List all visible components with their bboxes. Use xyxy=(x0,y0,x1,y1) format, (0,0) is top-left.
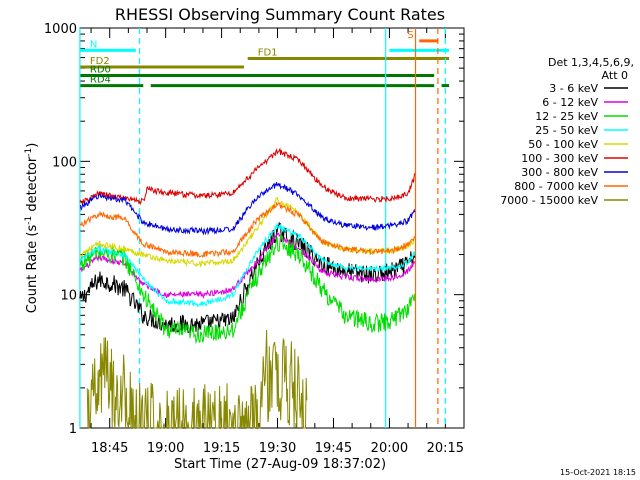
y-axis-label-mid: detector xyxy=(25,156,40,216)
legend-entry-label: 3 - 6 keV xyxy=(549,82,598,95)
y-axis-label-sup1: -1 xyxy=(24,216,34,225)
series-line xyxy=(79,222,416,308)
legend-header-line1: Det 1,3,4,5,6,9, xyxy=(548,56,634,69)
legend-header-line2: Att 0 xyxy=(602,69,628,82)
y-tick-label: 1000 xyxy=(44,22,77,37)
y-tick-labels: 1 10 100 1000 xyxy=(44,22,77,437)
y-axis-label-main: Count Rate (s xyxy=(25,225,40,314)
x-tick-label: 20:00 xyxy=(371,441,408,456)
flag-bar-label: FD1 xyxy=(258,48,278,59)
series-line xyxy=(79,231,416,300)
x-tick-label: 19:30 xyxy=(259,441,296,456)
x-axis-label: Start Time (27-Aug-09 18:37:02) xyxy=(174,457,386,472)
x-tick-labels: 18:45 19:00 19:15 19:30 19:45 20:00 20:15 xyxy=(91,441,464,456)
chart-title: RHESSI Observing Summary Count Rates xyxy=(115,5,445,24)
y-axis-label-end: ) xyxy=(25,143,40,148)
legend-entry-label: 300 - 800 keV xyxy=(521,166,598,179)
y-tick-label: 10 xyxy=(60,289,77,304)
footer-date: 15-Oct-2021 18:15 xyxy=(560,468,636,477)
y-axis-label-sup2: -1 xyxy=(24,148,34,157)
y-axis-label: Count Rate (s-1 detector-1) xyxy=(24,143,40,314)
series-line xyxy=(79,234,416,344)
x-tick-label: 20:15 xyxy=(427,441,464,456)
y-tick-label: 100 xyxy=(52,155,77,170)
x-tick-label: 18:45 xyxy=(91,441,128,456)
y-tick-label: 1 xyxy=(69,422,77,437)
legend-entry-label: 12 - 25 keV xyxy=(535,110,598,123)
legend-entry-label: 6 - 12 keV xyxy=(542,96,598,109)
flag-bar-label: FD2 xyxy=(90,56,110,67)
series-lines xyxy=(79,147,416,430)
legend-entry-label: 800 - 7000 keV xyxy=(514,180,598,193)
series-line xyxy=(79,147,416,206)
legend-entry-label: 50 - 100 keV xyxy=(528,138,598,151)
series-line xyxy=(79,182,416,236)
flag-bar-label: S xyxy=(407,30,413,41)
x-tick-label: 19:00 xyxy=(147,441,184,456)
flag-bar-label: RD0 xyxy=(90,65,111,76)
legend-entry-label: 7000 - 15000 keV xyxy=(500,194,598,207)
series-line xyxy=(79,202,416,258)
x-tick-label: 19:15 xyxy=(203,441,240,456)
flag-bar-label: RD4 xyxy=(90,75,111,86)
legend-entry-label: 25 - 50 keV xyxy=(535,124,598,137)
legend-entry-label: 100 - 300 keV xyxy=(521,152,598,165)
flag-bar-label: N xyxy=(90,39,97,50)
series-line xyxy=(86,329,308,430)
series-line xyxy=(79,221,416,335)
vertical-markers xyxy=(79,28,446,428)
x-tick-label: 19:45 xyxy=(315,441,352,456)
